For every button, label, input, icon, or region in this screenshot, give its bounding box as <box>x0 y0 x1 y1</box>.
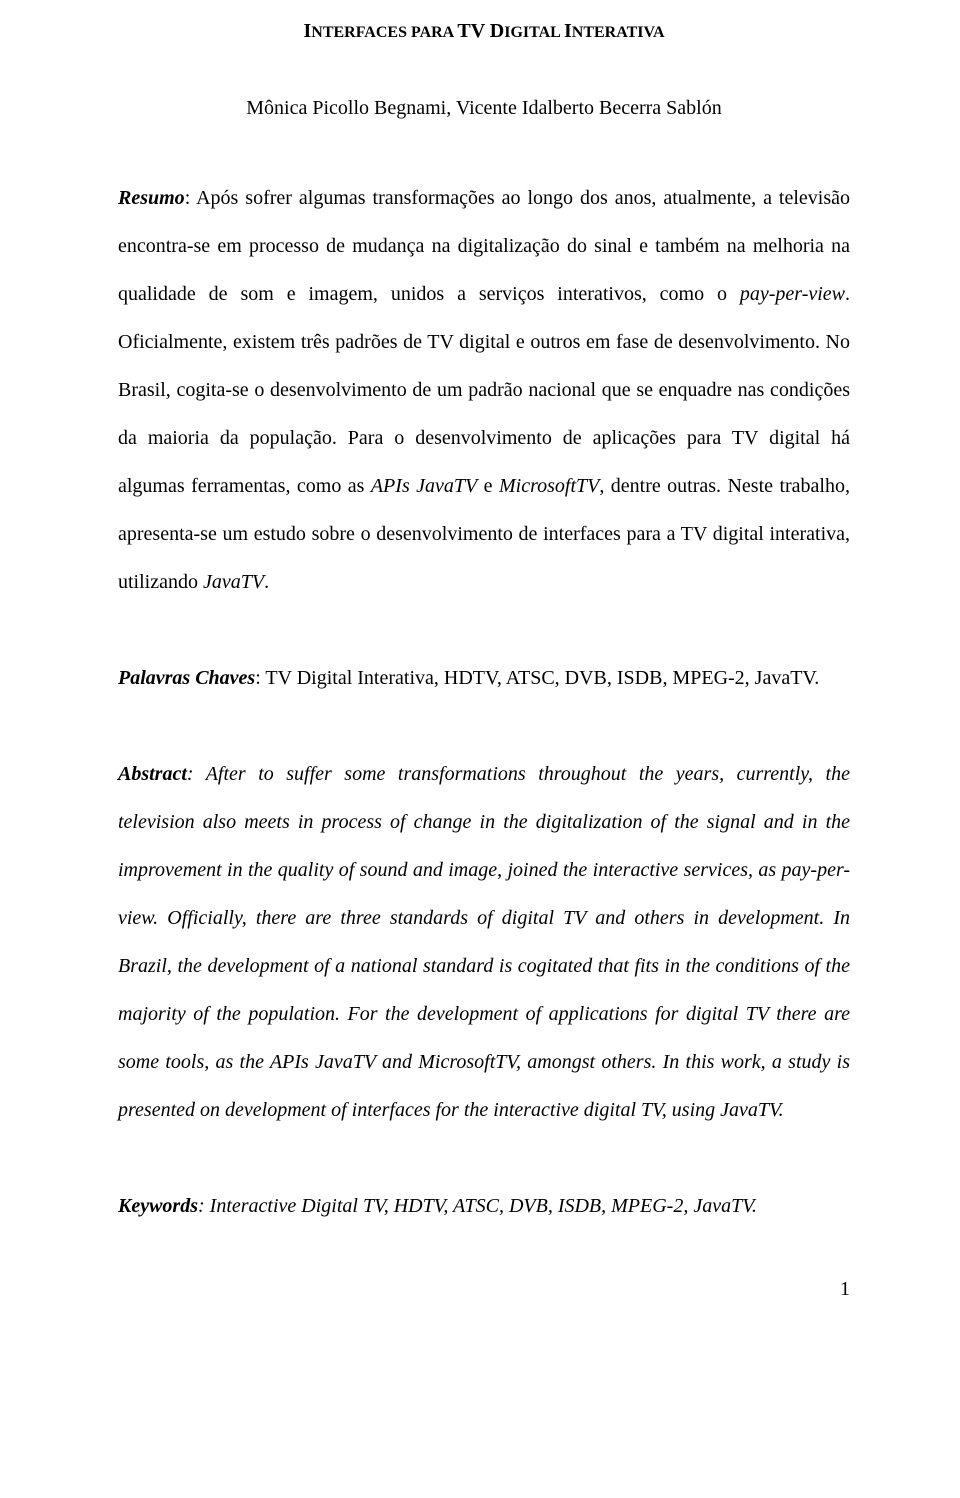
abstract-paragraph: Abstract: After to suffer some transform… <box>118 750 850 1134</box>
resumo-label: Resumo <box>118 187 185 209</box>
resumo-text-3: e <box>477 475 499 497</box>
abstract-text: : After to suffer some transformations t… <box>118 763 850 1121</box>
page-number: 1 <box>118 1278 850 1301</box>
paper-title: INTERFACES PARA TV DIGITAL INTERATIVA <box>118 20 850 43</box>
keywords-paragraph: Keywords: Interactive Digital TV, HDTV, … <box>118 1182 850 1230</box>
resumo-italic-3: MicrosoftTV <box>499 475 599 497</box>
resumo-italic-1: pay-per-view <box>740 283 845 305</box>
keywords-text: : Interactive Digital TV, HDTV, ATSC, DV… <box>198 1195 757 1217</box>
palavras-label: Palavras Chaves <box>118 667 255 689</box>
keywords-label: Keywords <box>118 1195 198 1217</box>
authors-line: Mônica Picollo Begnami, Vicente Idalbert… <box>118 97 850 120</box>
resumo-paragraph: Resumo: Após sofrer algumas transformaçõ… <box>118 174 850 606</box>
resumo-italic-2: APIs JavaTV <box>371 475 477 497</box>
resumo-text-5: . <box>264 571 269 593</box>
palavras-text: : TV Digital Interativa, HDTV, ATSC, DVB… <box>255 667 819 689</box>
document-page: INTERFACES PARA TV DIGITAL INTERATIVA Mô… <box>0 0 960 1341</box>
abstract-label: Abstract <box>118 763 187 785</box>
palavras-chaves-paragraph: Palavras Chaves: TV Digital Interativa, … <box>118 654 850 702</box>
resumo-text-2: . Oficialmente, existem três padrões de … <box>118 283 850 497</box>
resumo-italic-4: JavaTV <box>203 571 264 593</box>
title-text: INTERFACES PARA TV DIGITAL INTERATIVA <box>303 20 664 42</box>
